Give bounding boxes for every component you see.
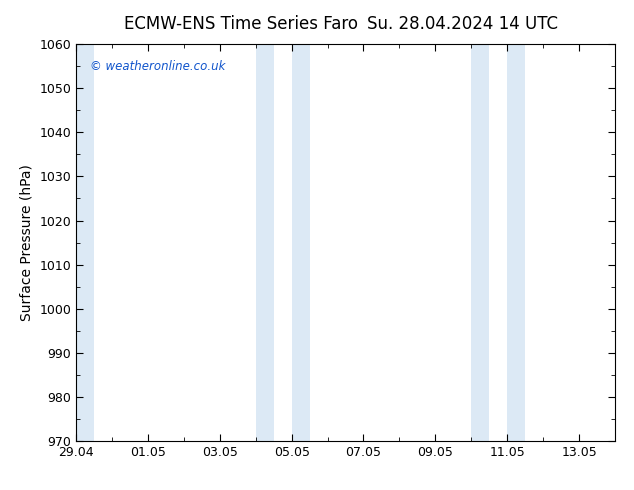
- Bar: [292, 44, 309, 441]
- Y-axis label: Surface Pressure (hPa): Surface Pressure (hPa): [20, 164, 34, 321]
- Text: ECMW-ENS Time Series Faro: ECMW-ENS Time Series Faro: [124, 15, 358, 33]
- Bar: [471, 44, 489, 441]
- Bar: [76, 44, 94, 441]
- Text: Su. 28.04.2024 14 UTC: Su. 28.04.2024 14 UTC: [367, 15, 559, 33]
- Bar: [507, 44, 525, 441]
- Bar: [256, 44, 274, 441]
- Text: © weatheronline.co.uk: © weatheronline.co.uk: [89, 60, 225, 73]
